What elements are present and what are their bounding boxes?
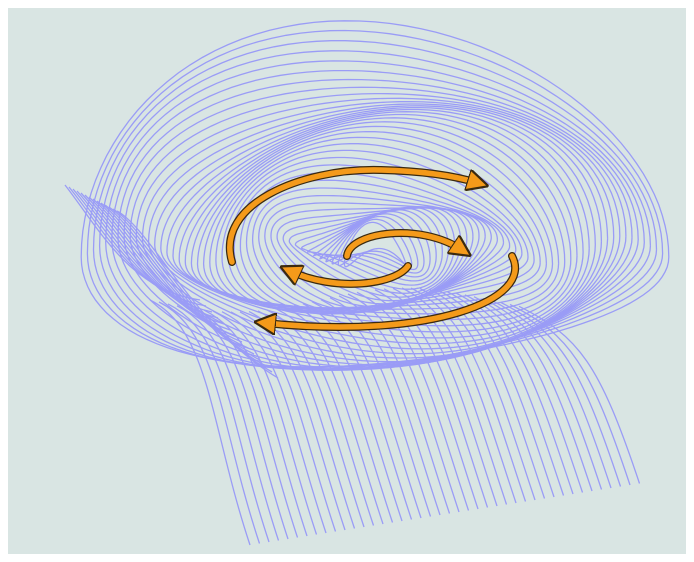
surface-line [320,299,432,517]
surface-line [194,308,299,538]
surface-line [329,297,441,516]
rotation-arrows [225,165,520,327]
surface-line [312,209,437,282]
surface-line [392,287,508,505]
surface-line [509,303,631,486]
surface-line [347,293,460,513]
surface-line [215,143,535,311]
surface-line [302,303,413,520]
surface-line [356,291,470,511]
surface-line [98,50,652,371]
surface-line [233,164,517,315]
arrow [227,167,478,265]
surface-line [230,311,337,532]
surface-line [167,303,270,543]
surface-line [365,290,479,510]
surface-line [116,210,279,379]
surface-line [337,218,413,268]
surface-line [293,304,403,522]
arrow [290,263,411,287]
surface-line [202,130,548,309]
surface-line [212,310,318,535]
surface-line [311,301,422,519]
surface-line [325,213,425,274]
surface-line [338,295,451,514]
surface-line [158,301,261,544]
surface-line [383,288,498,507]
arrow [344,230,462,259]
surface-line [284,306,394,523]
surface-line [518,305,641,484]
arrow [265,253,518,327]
surface-line [184,117,566,321]
surface-line [419,287,536,501]
surface-line [166,108,584,339]
surface-line [437,289,555,498]
surface-line [428,288,546,499]
surface-line [491,300,612,489]
surface-line [176,305,280,541]
surface-line [239,171,511,315]
surface-line [446,290,565,496]
surface-line [482,298,603,490]
surface-line [92,40,658,370]
surface-line [80,20,670,368]
surface-line [147,103,603,355]
surface-line [203,309,308,537]
surface-line [500,301,622,487]
surface-line [464,294,584,493]
surface-line [149,299,251,546]
surface-line [374,289,489,508]
surface-line [473,296,593,492]
surface-line [221,311,327,534]
surface-line [401,287,517,504]
surface-line [331,215,419,271]
surface-line [64,184,201,301]
surface-line [410,287,527,502]
